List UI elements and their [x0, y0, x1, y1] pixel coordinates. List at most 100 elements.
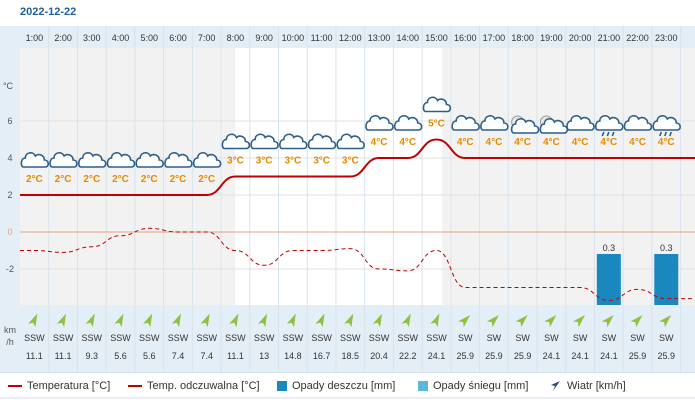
wind-direction-label: SW [602, 333, 617, 343]
hour-label: 16:00 [454, 33, 477, 43]
hour-label: 2:00 [54, 33, 72, 43]
wind-arrow-icon [85, 313, 95, 328]
legend-label-snow: Opady śniegu [mm] [433, 380, 529, 392]
wind-direction-label: SSW [82, 333, 103, 343]
cloud-icon [279, 133, 308, 150]
wind-arrow-icon [143, 313, 153, 328]
wind-direction-label: SSW [283, 333, 304, 343]
temperature-label: 2°C [26, 174, 43, 185]
legend-item-snow: Opady śniegu [mm] [418, 380, 528, 392]
cloud-icon [480, 115, 509, 131]
wind-speed-label: 24.1 [543, 351, 561, 361]
wind-direction-label: SSW [398, 333, 419, 343]
rain-bar [596, 254, 621, 305]
hour-label: 9:00 [255, 33, 273, 43]
wind-arrow-icon [630, 315, 643, 328]
wind-arrow-icon [344, 313, 354, 328]
hour-label: 4:00 [112, 33, 130, 43]
wind-direction-label: SSW [168, 333, 189, 343]
wind-direction-label: SSW [196, 333, 217, 343]
temperature-label: 3°C [342, 156, 359, 167]
cloud-rain-icon [652, 115, 681, 131]
temperature-label: 4°C [658, 137, 675, 148]
wind-speed-label: 11.1 [227, 351, 244, 361]
wind-arrow-icon [315, 313, 325, 328]
cloud-icon [164, 152, 193, 168]
chart-date: 2022-12-22 [20, 6, 77, 18]
wind-direction-label: SSW [311, 333, 332, 343]
temperature-label: 4°C [514, 137, 531, 148]
wind-arrow-icon [401, 313, 411, 328]
temperature-label: 4°C [629, 137, 646, 148]
legend-swatch-temperature [8, 385, 22, 387]
wind-speed-label: 14.8 [284, 351, 302, 361]
wind-direction-label: SSW [53, 333, 74, 343]
wind-panel-background [20, 305, 695, 372]
temperature-label: 4°C [572, 137, 589, 148]
wind-speed-label: 25.9 [485, 351, 503, 361]
wind-speed-label: 9.3 [86, 351, 99, 361]
hour-label: 12:00 [339, 33, 362, 43]
rain-drop-icon [669, 131, 673, 137]
wind-speed-label: 22.2 [399, 351, 417, 361]
wind-arrow-icon [114, 313, 124, 328]
cloud-icon [365, 115, 394, 131]
temperature-label: 2°C [55, 174, 72, 185]
wind-speed-label: 24.1 [571, 351, 589, 361]
wind-arrow-icon [430, 313, 440, 328]
temperature-label: 2°C [141, 174, 158, 185]
wind-direction-label: SSW [254, 333, 275, 343]
wind-speed-label: 16.7 [313, 351, 331, 361]
rain-drop-icon [611, 131, 615, 137]
hour-label: 7:00 [198, 33, 216, 43]
temperature-line [20, 138, 695, 196]
wind-unit-label: km [4, 325, 16, 335]
wind-arrow-icon [458, 315, 471, 328]
hour-label: 1:00 [26, 33, 44, 43]
chart-legend: Temperatura [°C] Temp. odczuwalna [°C] O… [0, 372, 695, 399]
rain-value-label: 0.3 [660, 243, 673, 253]
wind-direction-label: SSW [426, 333, 447, 343]
hour-label: 22:00 [626, 33, 649, 43]
wind-direction-label: SW [630, 333, 645, 343]
wind-direction-label: SW [573, 333, 588, 343]
cloud-icon [192, 152, 222, 168]
wind-direction-label: SSW [340, 333, 361, 343]
wind-arrow-icon [56, 313, 67, 328]
cloud-icon [566, 115, 595, 131]
wind-arrow-icon [551, 381, 560, 391]
hour-label: 5:00 [140, 33, 158, 43]
wind-arrow-icon [486, 315, 499, 328]
cloud-icon [451, 115, 480, 131]
y-tick-label: 0 [7, 227, 12, 237]
wind-direction-label: SW [544, 333, 559, 343]
wind-arrow-icon [286, 313, 296, 328]
hour-label: 8:00 [227, 33, 245, 43]
wind-arrow-icon [200, 313, 210, 328]
wind-speed-label: 7.4 [172, 351, 185, 361]
wind-direction-label: SSW [225, 333, 246, 343]
feels-like-line [19, 227, 695, 301]
weather-chart: °C 6 4 2 0 -2 1:00 2:00 3:00 4:00 5:00 6:00 7:00 8:00… [0, 26, 695, 372]
legend-swatch-rain [277, 381, 287, 391]
wind-speed-label: 25.9 [629, 351, 647, 361]
wind-arrow-icon [659, 315, 672, 328]
temperature-label: 4°C [600, 137, 617, 148]
rain-drop-icon [606, 131, 610, 137]
wind-arrow-icon [28, 313, 38, 328]
hour-label: 13:00 [368, 33, 391, 43]
wind-direction-label: SSW [110, 333, 131, 343]
rain-value-label: 0.3 [603, 243, 616, 253]
wind-direction-label: SW [458, 333, 473, 343]
wind-speed-label: 25.9 [658, 351, 676, 361]
hour-label: 3:00 [83, 33, 101, 43]
hour-label: 6:00 [169, 33, 187, 43]
hour-label: 21:00 [598, 33, 621, 43]
temperature-label: 4°C [543, 137, 560, 148]
temperature-label: 2°C [83, 174, 100, 185]
y-tick-label: 2 [7, 190, 12, 200]
wind-speed-label: 24.1 [428, 351, 446, 361]
rain-drop-icon [664, 131, 668, 137]
wind-speed-label: 5.6 [143, 351, 156, 361]
cloud-moon-icon [510, 118, 540, 134]
